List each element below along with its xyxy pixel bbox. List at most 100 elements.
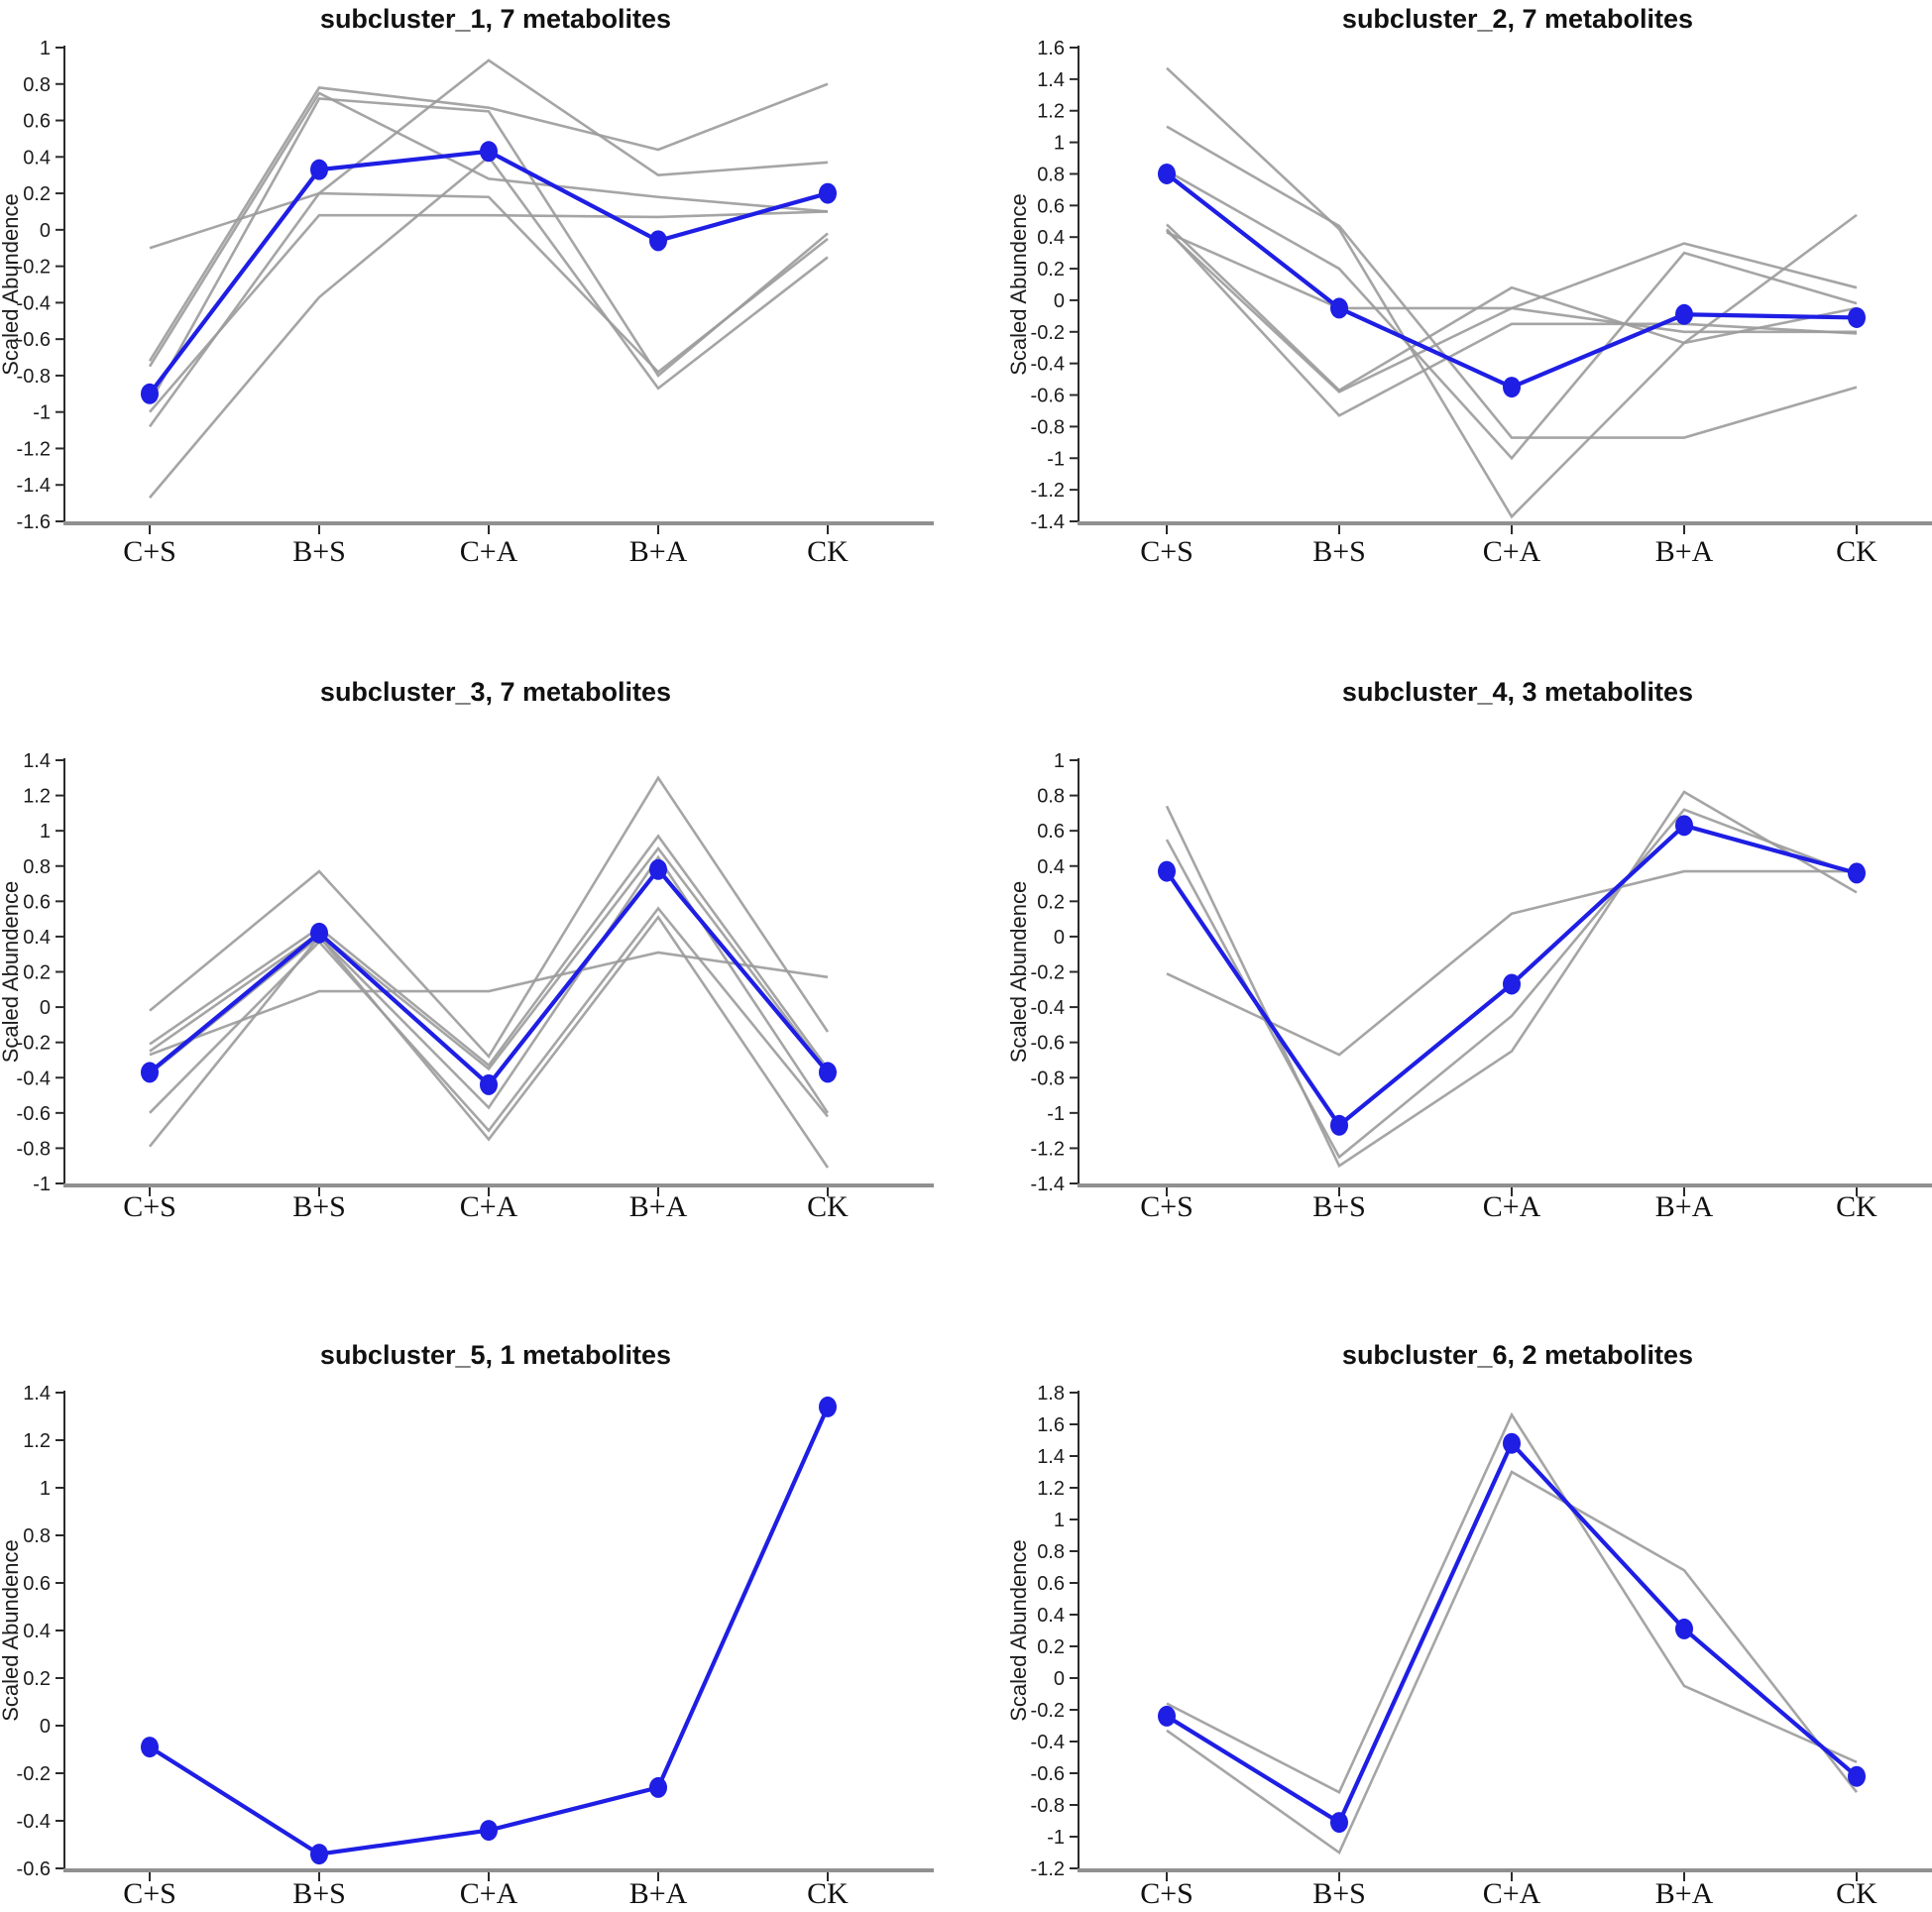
y-tick-label: 0	[40, 1716, 51, 1738]
y-tick-label: 1.2	[23, 786, 51, 808]
y-tick-label: 0.4	[1037, 856, 1065, 878]
x-category-label: B+A	[1655, 1877, 1714, 1910]
member-line	[1166, 869, 1857, 1057]
member-line	[148, 82, 829, 362]
y-tick-label: -0.8	[17, 1138, 51, 1160]
x-category-label: C+A	[1483, 535, 1541, 568]
y-tick-label: 0.2	[23, 1668, 51, 1690]
y-axis-title: Scaled Abundence	[0, 1539, 23, 1722]
mean-line	[148, 149, 829, 395]
member-line	[149, 845, 830, 1073]
y-axis-title: Scaled Abundence	[1006, 881, 1031, 1064]
y-tick-label: 0.6	[23, 891, 51, 913]
y-tick-label: -0.4	[17, 1811, 51, 1833]
y-tick-label: 0.4	[1037, 1605, 1065, 1627]
chart-title: subcluster_6, 2 metabolites	[1342, 1340, 1693, 1370]
y-tick-label: -0.2	[1031, 1700, 1065, 1722]
x-category-label: C+A	[460, 1190, 518, 1223]
y-tick-label: -1.4	[1031, 511, 1065, 533]
y-axis-title: Scaled Abundence	[0, 881, 23, 1064]
subcluster-1-panel: subcluster_1, 7 metabolites Scaled Abunde…	[0, 0, 966, 637]
y-tick-label: 1	[1054, 1510, 1065, 1531]
x-category-label: B+A	[1655, 1190, 1714, 1223]
mean-point	[480, 1073, 498, 1095]
y-tick-label: -0.8	[1031, 1795, 1065, 1817]
member-line	[149, 834, 830, 1070]
mean-point	[1158, 1705, 1176, 1727]
mean-point	[1158, 163, 1176, 184]
y-tick-label: -0.8	[17, 366, 51, 388]
y-tick-label: 0.6	[1037, 1573, 1065, 1595]
y-tick-label: 0	[1054, 1668, 1065, 1690]
mean-point	[1675, 815, 1693, 837]
y-tick-label: -1.4	[1031, 1174, 1065, 1195]
x-category-label: B+A	[629, 1877, 688, 1910]
y-tick-label: -1	[33, 402, 51, 424]
y-tick-label: -0.6	[17, 1858, 51, 1880]
y-tick-label: 0.8	[1037, 786, 1065, 808]
member-line	[149, 58, 829, 250]
y-tick-label: 1	[1054, 750, 1065, 772]
mean-point	[1675, 303, 1693, 325]
member-line	[1165, 790, 1858, 1169]
mean-point	[1848, 862, 1866, 884]
x-category-label: B+S	[292, 1877, 346, 1910]
y-tick-label: 1	[40, 821, 51, 843]
y-tick-label: 0.6	[1037, 821, 1065, 843]
mean-line	[1165, 1439, 1859, 1826]
subcluster-2-panel: subcluster_2, 7 metabolites Scaled Abunde…	[966, 0, 1932, 637]
y-tick-label: -0.4	[1031, 997, 1065, 1019]
x-category-label: CK	[1836, 535, 1877, 568]
x-category-label: C+A	[1483, 1190, 1541, 1223]
x-category-label: C+S	[1140, 535, 1193, 568]
mean-point	[649, 230, 667, 252]
mean-line	[1165, 171, 1858, 390]
mean-point	[1848, 1765, 1866, 1787]
y-tick-label: 1	[1054, 133, 1065, 155]
subcluster-4-plot: subcluster_4, 3 metabolites Scaled Abunde…	[1006, 677, 1932, 1223]
mean-point	[310, 1844, 328, 1865]
y-tick-label: -0.4	[1031, 354, 1065, 376]
y-tick-label: 0.6	[1037, 195, 1065, 217]
x-category-label: C+A	[460, 535, 518, 568]
y-tick-label: 0.6	[23, 1573, 51, 1595]
mean-point	[1503, 377, 1521, 398]
y-tick-label: 1.8	[1037, 1383, 1065, 1405]
subcluster-1-plot: subcluster_1, 7 metabolites Scaled Abunde…	[0, 4, 934, 568]
member-line	[1166, 231, 1857, 334]
y-tick-label: -0.6	[17, 1103, 51, 1125]
y-tick-label: 1.4	[1037, 1446, 1065, 1468]
member-line	[1166, 213, 1858, 393]
y-tick-label: -1	[1047, 448, 1065, 470]
member-line	[1166, 1470, 1859, 1855]
y-tick-label: 1	[40, 38, 51, 59]
y-tick-label: -0.2	[17, 1763, 51, 1785]
y-tick-label: 0	[40, 220, 51, 242]
subcluster-2-plot: subcluster_2, 7 metabolites Scaled Abunde…	[1006, 4, 1932, 568]
y-tick-label: 1	[40, 1478, 51, 1500]
y-tick-label: -1	[33, 1174, 51, 1195]
y-tick-label: -1.2	[1031, 1858, 1065, 1880]
y-tick-label: 0.4	[1037, 227, 1065, 249]
y-tick-label: -1.2	[1031, 480, 1065, 502]
x-category-label: B+A	[629, 535, 688, 568]
x-category-label: B+S	[1312, 535, 1366, 568]
member-line	[148, 191, 829, 428]
x-category-label: CK	[1836, 1877, 1877, 1910]
x-category-label: B+S	[1312, 1877, 1366, 1910]
y-tick-label: 1.2	[1037, 1478, 1065, 1500]
y-tick-label: 0.8	[23, 74, 51, 96]
y-axis-title: Scaled Abundence	[1006, 1539, 1031, 1722]
subcluster-5-panel: subcluster_5, 1 metabolites Scaled Abunde…	[0, 1275, 966, 1912]
mean-point	[1675, 1618, 1693, 1639]
mean-point	[480, 141, 498, 163]
mean-point	[310, 159, 328, 180]
x-category-label: C+S	[1140, 1877, 1193, 1910]
mean-point	[141, 383, 159, 404]
y-tick-label: -0.2	[17, 1033, 51, 1055]
y-tick-label: 0.2	[23, 962, 51, 984]
y-tick-label: 0.8	[1037, 1541, 1065, 1563]
y-tick-label: -1.2	[1031, 1138, 1065, 1160]
member-line	[149, 155, 829, 499]
